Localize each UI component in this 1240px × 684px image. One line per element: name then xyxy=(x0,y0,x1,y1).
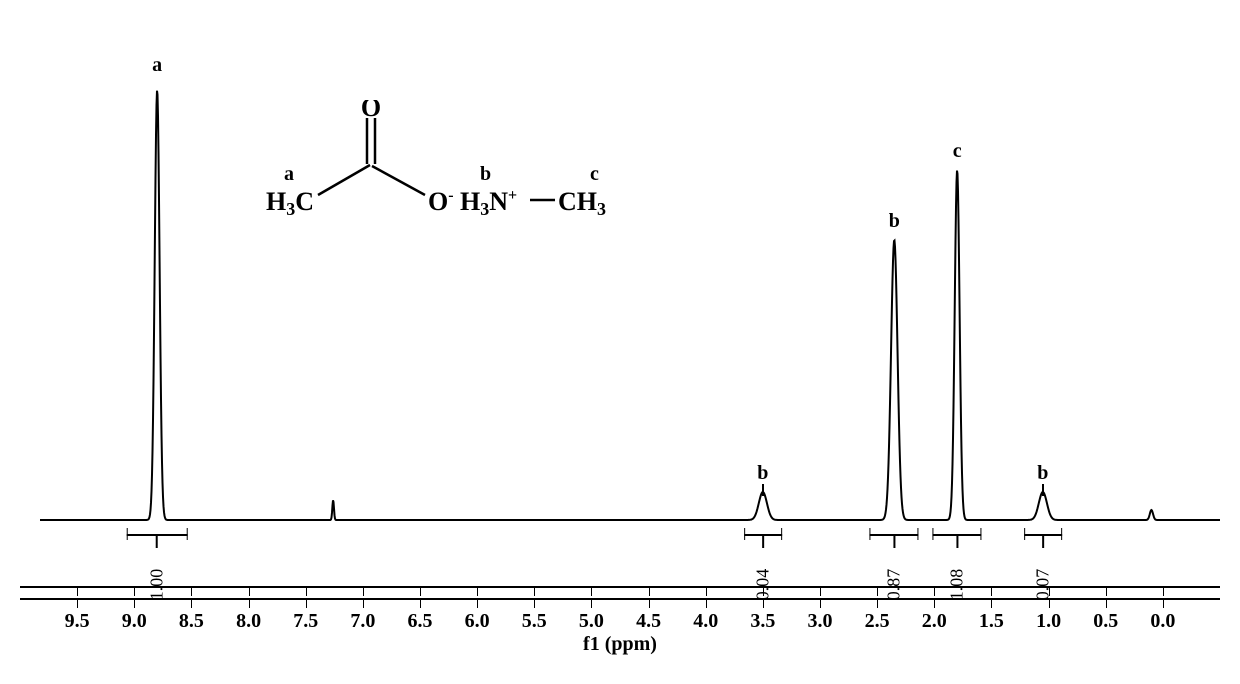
axis-tick-label: 5.0 xyxy=(579,610,604,633)
integral-value: 1.00 xyxy=(147,569,168,601)
molecule-structure: O a H3C O- b H3N+ c CH3 xyxy=(250,100,700,260)
axis-tick-label: 1.5 xyxy=(979,610,1004,633)
axis-tick xyxy=(877,598,878,608)
axis-tick xyxy=(534,598,535,608)
axis-tick-label: 4.0 xyxy=(693,610,718,633)
integral-bracket xyxy=(1020,528,1066,548)
axis-tick xyxy=(706,598,707,608)
integral-bracket xyxy=(123,528,192,548)
integral-value: 0.07 xyxy=(1032,569,1053,601)
tag-b: b xyxy=(480,163,491,185)
tag-a: a xyxy=(284,163,294,185)
axis-tick xyxy=(591,598,592,608)
axis-tick-label: 7.5 xyxy=(293,610,318,633)
axis-tick-label: 6.0 xyxy=(465,610,490,633)
axis-tick-label: 6.5 xyxy=(408,610,433,633)
axis-tick-label: 2.5 xyxy=(865,610,890,633)
axis-tick xyxy=(1163,598,1164,608)
peak-label-a: a xyxy=(152,54,162,77)
axis-tick xyxy=(649,598,650,608)
peak-label-b: b xyxy=(1037,462,1048,485)
axis-tick xyxy=(934,598,935,608)
integral-value: 0.87 xyxy=(884,569,905,601)
atom-h3n: H3N+ xyxy=(460,187,517,219)
axis-tick-label: 4.5 xyxy=(636,610,661,633)
axis-tick xyxy=(1106,598,1107,608)
axis-tick xyxy=(191,598,192,608)
axis-tick-label: 7.0 xyxy=(350,610,375,633)
atom-O: O xyxy=(361,100,381,122)
peak-label-b: b xyxy=(889,210,900,233)
integral-value: 1.08 xyxy=(947,569,968,601)
axis-tick xyxy=(477,598,478,608)
integral-bracket xyxy=(740,528,786,548)
axis-tick-label: 2.0 xyxy=(922,610,947,633)
axis-tick-label: 5.5 xyxy=(522,610,547,633)
axis-tick-label: 3.5 xyxy=(750,610,775,633)
axis-tick-label: 0.0 xyxy=(1150,610,1175,633)
integral-bracket xyxy=(866,528,923,548)
axis-tick xyxy=(134,598,135,608)
axis-tick-label: 8.0 xyxy=(236,610,261,633)
axis-tick xyxy=(249,598,250,608)
axis-tick xyxy=(77,598,78,608)
tag-c: c xyxy=(590,163,599,185)
peak-label-b: b xyxy=(757,462,768,485)
axis-tick xyxy=(1049,598,1050,608)
axis-tick xyxy=(420,598,421,608)
atom-o-minus: O- xyxy=(428,187,454,216)
atom-h3c-left: H3C xyxy=(266,187,314,219)
integral-bracket xyxy=(929,528,986,548)
axis-tick xyxy=(306,598,307,608)
atom-ch3-right: CH3 xyxy=(558,187,606,219)
x-axis-title: f1 (ppm) xyxy=(583,633,657,656)
axis-tick-label: 9.5 xyxy=(65,610,90,633)
peak-label-c: c xyxy=(953,140,962,163)
x-axis: 9.5 9.0 8.5 8.0 7.5 7.0 6.5 6.0 5.5 5.0 4.5 4.0 3.5 3… xyxy=(20,598,1220,634)
axis-tick xyxy=(763,598,764,608)
axis-tick xyxy=(820,598,821,608)
axis-tick-label: 9.0 xyxy=(122,610,147,633)
axis-tick-label: 1.0 xyxy=(1036,610,1061,633)
axis-tick-label: 0.5 xyxy=(1093,610,1118,633)
axis-tick xyxy=(363,598,364,608)
axis-tick-label: 8.5 xyxy=(179,610,204,633)
axis-tick-label: 3.0 xyxy=(808,610,833,633)
axis-tick xyxy=(991,598,992,608)
